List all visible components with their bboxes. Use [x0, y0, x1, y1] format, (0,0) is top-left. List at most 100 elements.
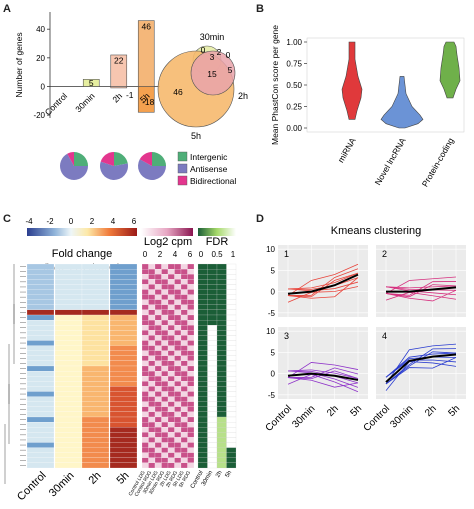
fdr-cell: [216, 345, 227, 351]
cpm-cell: [148, 350, 156, 356]
heatmap-cell: [26, 263, 55, 270]
heatmap-cell: [81, 411, 110, 418]
heatmap-cell: [54, 355, 83, 362]
pie-slice: [67, 152, 74, 166]
heatmap-cell: [109, 279, 138, 285]
fdr-cell: [226, 294, 237, 300]
cpm-cell: [161, 452, 169, 458]
bar-value-label: 5: [89, 78, 94, 88]
y-tick-label: -5: [268, 309, 276, 318]
fdr-cell: [226, 365, 237, 372]
panel-label-b: B: [256, 3, 264, 15]
heatmap-cell: [54, 294, 83, 300]
cpm-cell: [161, 284, 169, 290]
fdr-cell: [216, 365, 227, 372]
cpm-cell: [148, 304, 156, 311]
heatmap-cell: [81, 350, 110, 356]
fdr-cell: [207, 350, 218, 356]
heatmap-cell: [54, 304, 83, 311]
pie-slice: [100, 152, 114, 166]
cpm-cell: [154, 289, 162, 295]
heatmap-cell: [81, 432, 110, 438]
violin: [380, 76, 424, 129]
cpm-cell: [154, 447, 162, 453]
y-axis-label: Mean PhastCon score per gene: [270, 25, 280, 145]
cpm-cell: [167, 365, 175, 372]
heatmap-cell: [81, 381, 110, 387]
fdr-cell: [207, 355, 218, 362]
mean-line: [287, 273, 359, 295]
fdr-cell: [197, 345, 208, 351]
cpm-cell: [154, 365, 162, 372]
heatmap-cell: [26, 391, 55, 397]
cpm-cell: [154, 381, 162, 387]
fdr-cell: [216, 447, 227, 453]
bar-value-label: 46: [142, 21, 152, 31]
colorbar-tick: 6: [188, 250, 193, 259]
cpm-cell: [180, 437, 188, 443]
heatmap-cell: [109, 406, 138, 413]
fdr-cell: [197, 274, 208, 280]
fdr-cell: [207, 360, 218, 367]
member-line: [287, 362, 359, 378]
cpm-cell: [141, 289, 149, 295]
cpm-cell: [180, 268, 188, 275]
cpm-cell: [161, 304, 169, 311]
fdr-cell: [226, 263, 237, 270]
heatmap-cell: [26, 371, 55, 377]
heatmap-cell: [54, 457, 83, 464]
colorbar-tick: -2: [46, 217, 54, 226]
panel-a: -20 0 20 40 Number of genes Control 30min 2h 5h 5…: [0, 0, 252, 212]
panel-label-d: D: [256, 213, 264, 225]
cpm-cell: [167, 447, 175, 453]
cpm-cell: [154, 386, 162, 392]
cpm-cell: [187, 360, 195, 367]
cpm-cell: [141, 304, 149, 311]
fdr-cell: [207, 304, 218, 311]
y-tick-label: 0.00: [286, 124, 302, 133]
cpm-cell: [167, 386, 175, 392]
cpm-cell: [180, 263, 188, 270]
fdr-cell: [226, 355, 237, 362]
heatmap-cell: [26, 299, 55, 305]
heatmap-cell: [54, 411, 83, 418]
cpm-cell: [174, 462, 182, 469]
cpm-cell: [161, 360, 169, 367]
cpm-cell: [180, 401, 188, 407]
fdr-cell: [226, 335, 237, 341]
cpm-cell: [161, 365, 169, 372]
bar: [137, 86, 155, 113]
y-tick-label: 20: [36, 54, 45, 63]
cpm-cell: [154, 452, 162, 458]
heatmap-cell: [81, 391, 110, 397]
y-tick-label: 10: [266, 327, 275, 336]
cpm-cell: [187, 319, 195, 326]
fdr-cell: [216, 391, 227, 397]
cpm-cell: [174, 422, 182, 428]
fdr-cell: [226, 452, 237, 458]
cpm-cell: [187, 299, 195, 305]
fdr-cell: [226, 391, 237, 397]
fdr-cell: [197, 330, 208, 336]
cpm-cell: [167, 325, 175, 331]
cpm-cell: [180, 299, 188, 305]
cpm-cell: [187, 427, 195, 433]
fdr-cell: [226, 401, 237, 407]
fdr-cell: [197, 355, 208, 362]
fdr-cell: [226, 289, 237, 295]
heatmap-cell: [109, 422, 138, 428]
fdr-cell: [216, 396, 227, 402]
heatmap-cell: [54, 340, 83, 346]
mean-line: [386, 286, 457, 293]
cpm-cell: [174, 299, 182, 305]
cpm-cell: [154, 325, 162, 331]
heatmap-cell: [109, 355, 138, 362]
cpm-cell: [180, 294, 188, 300]
heatmap-cell: [81, 330, 110, 336]
cpm-cell: [148, 294, 156, 300]
cpm-cell: [148, 422, 156, 428]
heatmap-cell: [54, 401, 83, 407]
cpm-cell: [167, 432, 175, 438]
cpm-cell: [148, 279, 156, 285]
